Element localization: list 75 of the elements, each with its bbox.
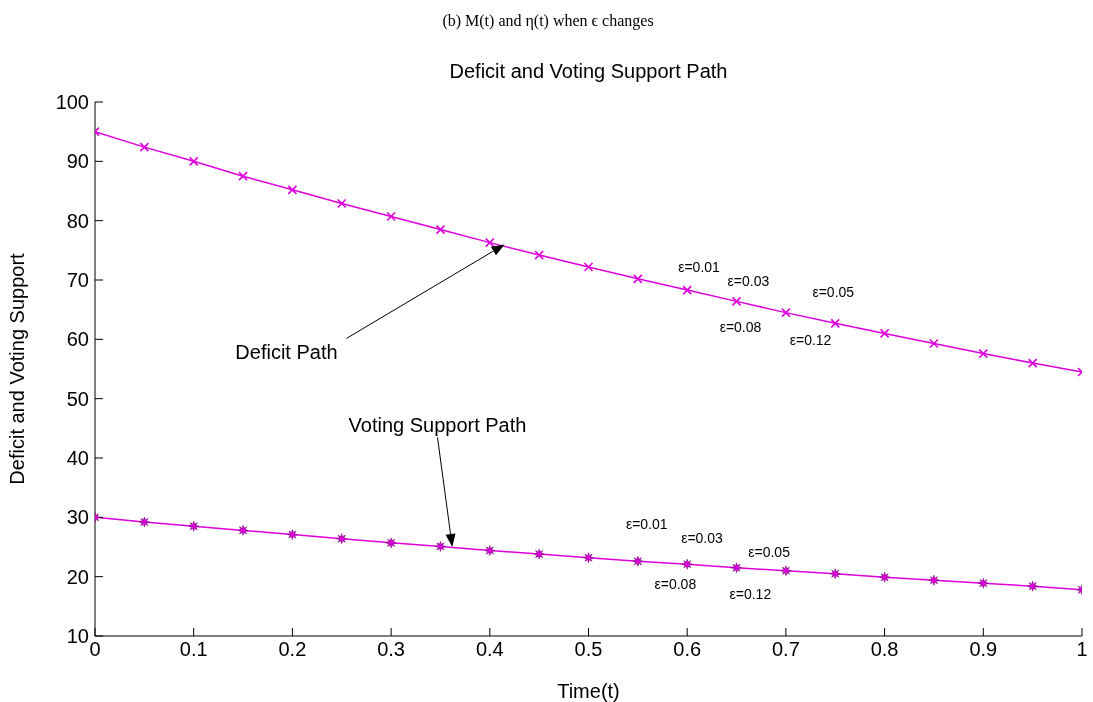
annotation: ε=0.12 xyxy=(729,586,772,603)
point xyxy=(1027,580,1038,592)
point xyxy=(385,537,397,549)
annotation: Voting Support Path xyxy=(348,414,527,437)
point xyxy=(633,274,643,284)
point xyxy=(879,571,890,583)
point xyxy=(731,562,742,574)
point xyxy=(336,198,347,209)
x-tick-label: 0 xyxy=(89,638,101,661)
point xyxy=(682,285,692,295)
annotation: ε=0.01 xyxy=(625,516,668,533)
y-tick-label: 80 xyxy=(66,209,89,232)
point xyxy=(830,318,841,329)
x-tick-label: 0.2 xyxy=(278,638,307,661)
point xyxy=(287,529,298,540)
point xyxy=(781,307,791,318)
chart-title: Deficit and Voting Support Path xyxy=(449,60,728,82)
point xyxy=(238,171,248,181)
x-tick-label: 0.6 xyxy=(673,638,702,661)
x-tick-label: 0.5 xyxy=(574,638,603,661)
annotation: ε=0.12 xyxy=(789,331,832,348)
point xyxy=(583,262,594,272)
annotation: ε=0.03 xyxy=(681,530,724,547)
point xyxy=(928,574,940,586)
point xyxy=(188,520,199,532)
annotation: ε=0.08 xyxy=(654,576,697,593)
annotation: ε=0.01 xyxy=(678,258,721,275)
point xyxy=(681,558,693,570)
annotation: ε=0.05 xyxy=(748,544,791,561)
point xyxy=(336,533,348,544)
y-tick-label: 40 xyxy=(66,447,89,470)
x-tick-label: 0.9 xyxy=(969,638,998,661)
y-tick-label: 70 xyxy=(66,269,89,292)
point xyxy=(632,555,644,567)
point xyxy=(978,348,989,359)
chart-subtitle: (b) M(t) and η(t) when ϵ changes xyxy=(442,12,654,30)
y-tick-label: 90 xyxy=(66,150,89,173)
point xyxy=(1027,358,1038,368)
point xyxy=(879,328,890,339)
annotation: Deficit Path xyxy=(235,341,338,364)
annotation: ε=0.05 xyxy=(812,283,855,300)
point xyxy=(386,211,396,222)
point xyxy=(435,541,446,552)
point xyxy=(534,250,544,260)
x-tick-label: 0.1 xyxy=(179,638,208,661)
point xyxy=(780,565,792,577)
x-tick-label: 0.4 xyxy=(475,638,504,661)
point xyxy=(731,296,742,307)
point xyxy=(929,338,939,349)
y-tick-label: 30 xyxy=(66,506,89,529)
point xyxy=(484,545,496,556)
x-tick-label: 0.3 xyxy=(377,638,406,661)
point xyxy=(237,525,249,536)
y-tick-label: 20 xyxy=(66,565,89,588)
point xyxy=(978,577,989,589)
point xyxy=(485,237,495,248)
point xyxy=(533,548,545,560)
point xyxy=(435,224,446,235)
point xyxy=(829,568,841,579)
point xyxy=(287,185,298,195)
point xyxy=(583,552,594,563)
y-axis-title: Deficit and Voting Support xyxy=(6,252,28,485)
point xyxy=(139,142,150,152)
y-tick-label: 50 xyxy=(66,387,89,410)
x-tick-label: 0.7 xyxy=(771,638,800,661)
x-tick-label: 0.8 xyxy=(870,638,899,661)
point xyxy=(139,516,150,528)
point xyxy=(188,156,199,167)
y-tick-label: 100 xyxy=(55,91,89,114)
x-tick-label: 1 xyxy=(1076,638,1088,661)
x-axis-title: Time(t) xyxy=(557,680,620,702)
annotation: ε=0.03 xyxy=(727,273,770,290)
y-tick-label: 60 xyxy=(66,328,89,351)
annotation: ε=0.08 xyxy=(719,318,762,335)
y-tick-label: 10 xyxy=(66,625,89,648)
